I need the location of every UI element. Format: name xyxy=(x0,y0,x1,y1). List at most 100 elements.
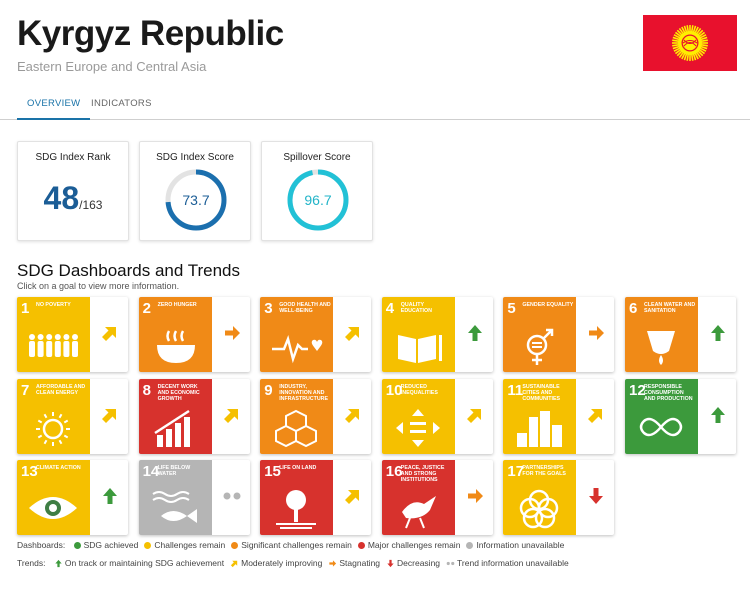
goal-water-icon xyxy=(635,325,688,367)
rank-label: SDG Index Rank xyxy=(35,152,111,163)
dashboard-legend: Dashboards: SDG achieved Challenges remai… xyxy=(17,540,576,550)
score-gauge: 73.7 xyxy=(165,169,227,231)
trend-ontrack-icon xyxy=(100,486,120,508)
legend-trend-ontrack: On track or maintaining SDG achievement xyxy=(54,558,224,568)
goal-bowl-icon xyxy=(149,325,202,367)
goal-status-block: 5 Gender Equality xyxy=(503,297,577,372)
goal-tile-13[interactable]: 13 Climate Action xyxy=(17,460,128,535)
spillover-value: 96.7 xyxy=(304,192,331,208)
goal-status-block: 11 Sustainable Cities and Communities xyxy=(503,378,577,454)
status-dot-icon xyxy=(231,542,239,549)
dashboards-title: SDG Dashboards and Trends xyxy=(17,261,241,280)
goal-fish-icon xyxy=(149,488,202,530)
goal-rings-icon xyxy=(513,488,566,530)
goal-number: 14 xyxy=(142,463,160,480)
goal-status-block: 9 Industry, Innovation and Infrastructur… xyxy=(260,378,334,454)
goal-number: 15 xyxy=(264,463,281,480)
trend-moderate-icon xyxy=(343,486,363,508)
goal-tile-5[interactable]: 5 Gender Equality xyxy=(503,297,615,372)
score-label: SDG Index Score xyxy=(156,152,234,163)
goal-number: 7 xyxy=(21,381,30,399)
tab-bar: OVERVIEW INDICATORS xyxy=(0,92,750,120)
trend-moderate-icon xyxy=(343,323,363,345)
goal-tile-3[interactable]: 3 Good Health and Well-being xyxy=(260,297,372,372)
trend-na-icon xyxy=(222,486,242,508)
goal-tile-8[interactable]: 8 Decent Work and Economic Growth xyxy=(138,378,250,454)
goal-status-block: 15 Life on Land xyxy=(260,460,334,535)
trend-ontrack-icon xyxy=(708,323,728,345)
goal-tile-7[interactable]: 7 Affordable and Clean Energy xyxy=(17,378,128,454)
sun-emblem-icon xyxy=(672,25,708,61)
trend-moderate-icon xyxy=(586,405,606,427)
goal-number: 17 xyxy=(507,463,525,480)
score-gauge-arc xyxy=(165,169,227,231)
goal-name: Good Health and Well-being xyxy=(279,302,331,315)
goal-name: Partnerships for the Goals xyxy=(522,465,566,478)
goal-tile-11[interactable]: 11 Sustainable Cities and Communities xyxy=(503,378,615,454)
goal-number: 16 xyxy=(385,463,403,480)
goal-name: Clean Water and Sanitation xyxy=(644,302,696,315)
legend-dashboard-significant: Significant challenges remain xyxy=(231,540,352,550)
goal-cubes-icon xyxy=(270,407,323,449)
goal-tile-2[interactable]: 2 Zero Hunger xyxy=(138,297,250,372)
goal-name: Zero Hunger xyxy=(157,302,197,308)
goal-number: 12 xyxy=(629,381,646,399)
goal-number: 3 xyxy=(264,300,273,317)
trend-ontrack-icon xyxy=(465,323,485,345)
goal-tree-icon xyxy=(270,488,323,530)
legend-trend-na: Trend information unavailable xyxy=(446,558,569,568)
goal-number: 2 xyxy=(142,300,151,317)
goal-name: Gender Equality xyxy=(522,302,574,308)
status-dot-icon xyxy=(73,542,81,549)
goal-name: Life on Land xyxy=(279,465,317,471)
goal-status-block: 16 Peace, Justice and Strong Institution… xyxy=(381,460,455,535)
goal-dove-icon xyxy=(392,488,445,530)
trend-stagnating-icon xyxy=(586,323,606,345)
spillover-label: Spillover Score xyxy=(283,152,351,163)
dashboard-legend-label: Dashboards: xyxy=(17,540,66,550)
goal-tile-6[interactable]: 6 Clean Water and Sanitation xyxy=(625,297,736,372)
rank-card: SDG Index Rank 48/163 xyxy=(17,141,129,241)
trend-ontrack-icon xyxy=(708,405,728,427)
rank-total: /163 xyxy=(79,198,103,212)
goal-number: 5 xyxy=(507,300,516,317)
goal-status-block: 14 Life Below Water xyxy=(138,460,212,535)
goal-status-block: 1 No Poverty xyxy=(17,297,90,372)
goal-growth-icon xyxy=(149,407,202,449)
goal-tile-14[interactable]: 14 Life Below Water xyxy=(138,460,250,535)
trend-na-icon xyxy=(446,559,455,570)
trend-stagnating-icon xyxy=(328,559,337,570)
goal-status-block: 8 Decent Work and Economic Growth xyxy=(138,378,212,454)
goal-tile-12[interactable]: 12 Responsible Consumption and Productio… xyxy=(625,378,736,454)
trend-moderate-icon xyxy=(230,559,239,570)
goal-tile-9[interactable]: 9 Industry, Innovation and Infrastructur… xyxy=(260,378,372,454)
score-card: SDG Index Score 73.7 xyxy=(139,141,251,241)
goal-tile-1[interactable]: 1 No Poverty xyxy=(17,297,128,372)
goal-tile-16[interactable]: 16 Peace, Justice and Strong Institution… xyxy=(381,460,493,535)
legend-dashboard-na: Information unavailable xyxy=(466,540,564,550)
goal-status-block: 13 Climate Action xyxy=(17,460,90,535)
goal-tile-15[interactable]: 15 Life on Land xyxy=(260,460,372,535)
goal-number: 11 xyxy=(507,381,524,399)
goal-tile-4[interactable]: 4 Quality Education xyxy=(381,297,493,372)
rank-value: 48 xyxy=(43,180,80,216)
tab-overview[interactable]: OVERVIEW xyxy=(17,92,91,120)
trend-moderate-icon xyxy=(465,405,485,427)
goal-heartbeat-icon xyxy=(270,325,323,367)
goal-number: 4 xyxy=(385,300,395,317)
trend-moderate-icon xyxy=(222,405,242,427)
tab-indicators[interactable]: INDICATORS xyxy=(91,98,152,109)
goal-status-block: 3 Good Health and Well-being xyxy=(260,297,334,372)
goal-tile-17[interactable]: 17 Partnerships for the Goals xyxy=(503,460,615,535)
goal-gender-icon xyxy=(513,325,566,367)
goal-status-block: 4 Quality Education xyxy=(381,297,455,372)
goal-number: 10 xyxy=(385,381,403,399)
goal-tile-10[interactable]: 10 Reduced Inequalities xyxy=(381,378,493,454)
legend-dashboard-challenges: Challenges remain xyxy=(144,540,225,550)
goal-status-block: 6 Clean Water and Sanitation xyxy=(625,297,698,372)
goal-people-icon xyxy=(27,325,80,367)
trend-decreasing-icon xyxy=(586,486,606,508)
goal-status-block: 7 Affordable and Clean Energy xyxy=(17,378,90,454)
goal-number: 13 xyxy=(21,463,38,480)
goal-name: Life Below Water xyxy=(157,465,191,478)
